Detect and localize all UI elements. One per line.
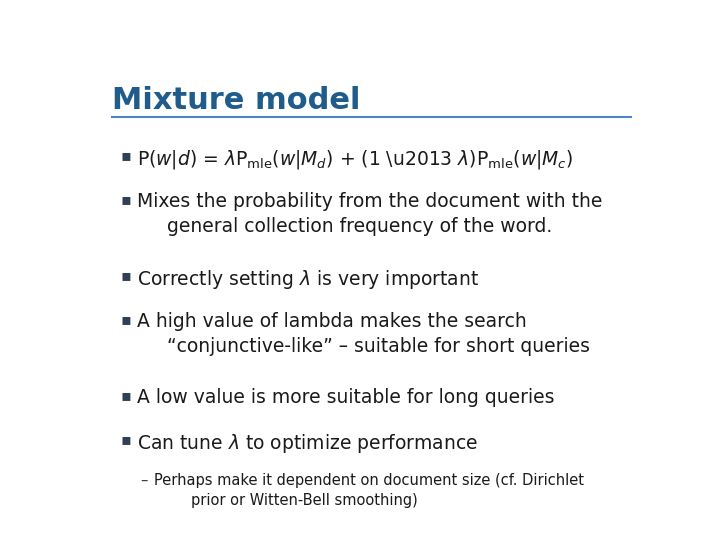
Text: ▪: ▪: [121, 388, 132, 403]
Text: Perhaps make it dependent on document size (cf. Dirichlet
        prior or Witte: Perhaps make it dependent on document si…: [154, 473, 584, 508]
Text: ▪: ▪: [121, 432, 132, 447]
Text: –: –: [140, 473, 148, 488]
Text: Mixture model: Mixture model: [112, 85, 361, 114]
Text: ▪: ▪: [121, 268, 132, 283]
Text: ▪: ▪: [121, 192, 132, 207]
Text: A low value is more suitable for long queries: A low value is more suitable for long qu…: [138, 388, 555, 407]
Text: Can tune $\lambda$ to optimize performance: Can tune $\lambda$ to optimize performan…: [138, 432, 478, 455]
Text: Correctly setting $\lambda$ is very important: Correctly setting $\lambda$ is very impo…: [138, 268, 480, 291]
Text: P($w$|$d$) = $\lambda$P$_\mathrm{mle}$($w$|$M_d$) + (1 \u2013 $\lambda$)P$_\math: P($w$|$d$) = $\lambda$P$_\mathrm{mle}$($…: [138, 148, 574, 171]
Text: A high value of lambda makes the search
     “conjunctive-like” – suitable for s: A high value of lambda makes the search …: [138, 312, 590, 356]
Text: Mixes the probability from the document with the
     general collection frequen: Mixes the probability from the document …: [138, 192, 603, 235]
Text: ▪: ▪: [121, 312, 132, 327]
Text: ▪: ▪: [121, 148, 132, 163]
